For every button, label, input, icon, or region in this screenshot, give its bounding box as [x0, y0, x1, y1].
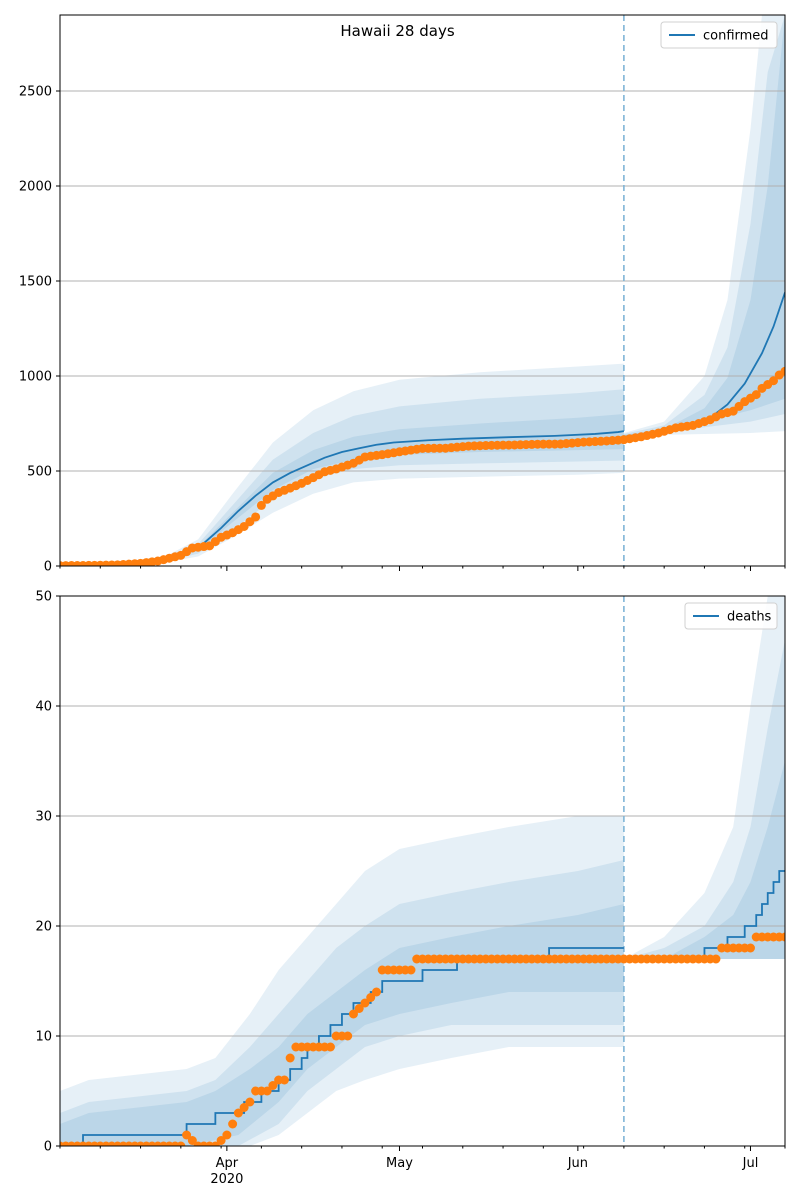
y-tick-label: 50 — [35, 590, 52, 605]
band-outer — [60, 15, 785, 566]
y-tick-label: 30 — [35, 810, 52, 825]
observed-point — [262, 1086, 272, 1096]
observed-point — [182, 1130, 192, 1140]
observed-point — [780, 932, 785, 942]
band-inner — [60, 761, 785, 1146]
observed-point — [187, 1136, 197, 1145]
observed-point — [285, 1053, 295, 1063]
x-tick-label: Apr — [216, 1156, 239, 1171]
band-inner — [60, 15, 785, 566]
y-tick-label: 0 — [44, 560, 52, 575]
observed-point — [348, 1009, 358, 1019]
plot-area — [60, 596, 785, 1146]
observed-point — [780, 366, 785, 376]
x-tick-label: Jun — [567, 1156, 588, 1171]
observed-point — [325, 1042, 335, 1052]
observed-point — [406, 965, 416, 975]
observed-point — [279, 1075, 289, 1085]
y-tick-label: 0 — [44, 1140, 52, 1155]
band-middle — [60, 640, 785, 1146]
legend-box — [684, 602, 778, 630]
x-tick-sublabel: 2020 — [210, 1172, 243, 1187]
y-tick-label: 2500 — [19, 85, 52, 100]
observed-point — [256, 500, 266, 510]
x-tick-label: Jul — [742, 1156, 759, 1171]
observed-point — [745, 943, 755, 953]
y-tick-label: 40 — [35, 700, 52, 715]
legend-label: confirmed — [703, 29, 769, 44]
observed-point — [216, 1136, 226, 1145]
axes-frame — [59, 14, 786, 567]
x-tick-label: May — [386, 1156, 413, 1171]
observed-point — [343, 1031, 353, 1041]
legend-box — [660, 21, 778, 49]
chart-title: Hawaii 28 days — [340, 22, 454, 40]
observed-point — [222, 1130, 232, 1140]
observed-point — [176, 1141, 186, 1146]
observed-point — [751, 390, 761, 400]
y-tick-label: 1500 — [19, 275, 52, 290]
observed-point — [360, 998, 370, 1008]
band-outer — [60, 596, 785, 1146]
observed-point — [268, 1081, 278, 1090]
y-tick-label: 500 — [27, 465, 52, 480]
observed-point — [711, 954, 721, 964]
observed-point — [233, 1108, 243, 1118]
legend-label: deaths — [727, 610, 772, 625]
observed-point — [371, 987, 381, 997]
observed-point — [251, 512, 261, 522]
observed-point — [239, 1103, 249, 1112]
y-tick-label: 2000 — [19, 180, 52, 195]
y-tick-label: 20 — [35, 920, 52, 935]
observed-point — [228, 1119, 238, 1129]
y-tick-label: 10 — [35, 1030, 52, 1045]
confirmed-panel: 0 500 1000 1500 2000 2500 Hawaii 28 days confir… — [19, 14, 786, 575]
observed-point — [245, 1097, 255, 1107]
observed-point — [354, 1004, 364, 1013]
y-tick-label: 1000 — [19, 370, 52, 385]
observed-point — [768, 376, 778, 386]
band-middle — [60, 15, 785, 566]
plot-area — [60, 15, 785, 566]
observed-point — [366, 993, 376, 1002]
